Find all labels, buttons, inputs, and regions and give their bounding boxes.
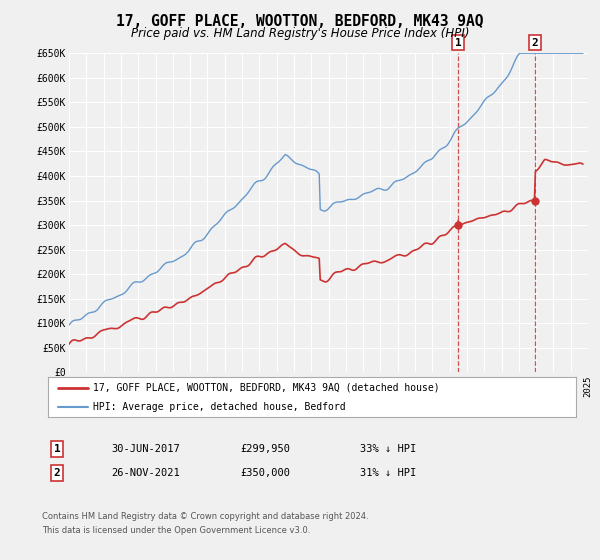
Text: £350,000: £350,000 [240, 468, 290, 478]
Text: Price paid vs. HM Land Registry's House Price Index (HPI): Price paid vs. HM Land Registry's House … [131, 27, 469, 40]
Text: This data is licensed under the Open Government Licence v3.0.: This data is licensed under the Open Gov… [42, 526, 310, 535]
Text: 26-NOV-2021: 26-NOV-2021 [111, 468, 180, 478]
Text: 31% ↓ HPI: 31% ↓ HPI [360, 468, 416, 478]
Text: 1: 1 [53, 444, 61, 454]
Text: 30-JUN-2017: 30-JUN-2017 [111, 444, 180, 454]
Text: 2: 2 [53, 468, 61, 478]
Text: HPI: Average price, detached house, Bedford: HPI: Average price, detached house, Bedf… [93, 402, 346, 412]
Text: 17, GOFF PLACE, WOOTTON, BEDFORD, MK43 9AQ (detached house): 17, GOFF PLACE, WOOTTON, BEDFORD, MK43 9… [93, 383, 440, 393]
Text: Contains HM Land Registry data © Crown copyright and database right 2024.: Contains HM Land Registry data © Crown c… [42, 512, 368, 521]
Text: 33% ↓ HPI: 33% ↓ HPI [360, 444, 416, 454]
Text: 17, GOFF PLACE, WOOTTON, BEDFORD, MK43 9AQ: 17, GOFF PLACE, WOOTTON, BEDFORD, MK43 9… [116, 14, 484, 29]
Text: 1: 1 [455, 38, 461, 48]
Text: £299,950: £299,950 [240, 444, 290, 454]
Text: 2: 2 [531, 38, 538, 48]
